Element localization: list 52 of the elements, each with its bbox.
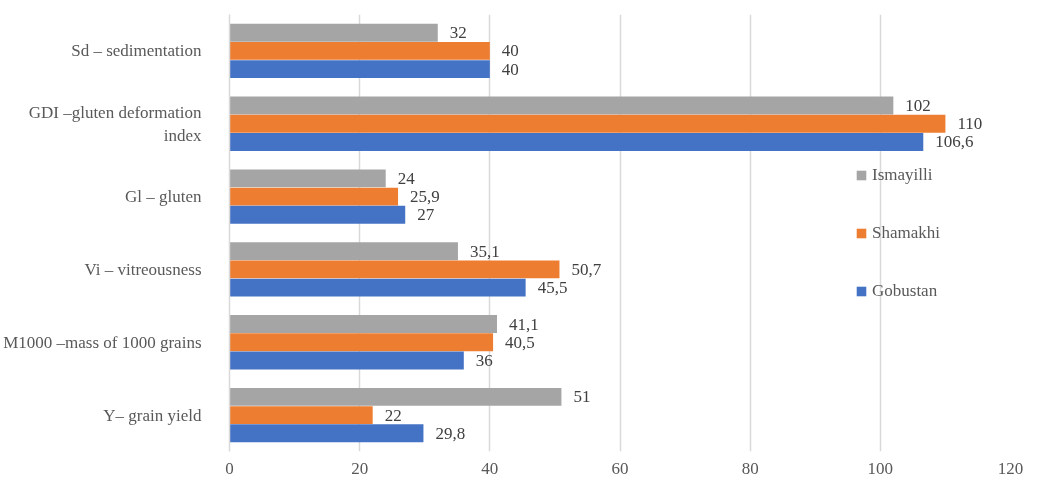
bar xyxy=(229,278,526,297)
bar xyxy=(229,242,458,261)
y-tick-label: Gl – gluten xyxy=(125,187,202,207)
legend-label: Ismayilli xyxy=(872,164,933,185)
data-label: 41,1 xyxy=(508,314,539,334)
bar xyxy=(229,424,424,443)
bar xyxy=(229,187,399,206)
y-tick-label: GDI –gluten deformation index xyxy=(28,102,202,145)
bar xyxy=(229,169,386,188)
x-tick-label: 80 xyxy=(741,458,759,478)
bar xyxy=(229,406,373,425)
data-label: 45,5 xyxy=(537,278,568,298)
data-label: 29,8 xyxy=(435,423,466,443)
bar xyxy=(229,60,490,79)
data-label: 51 xyxy=(573,387,591,407)
data-label: 27 xyxy=(417,205,435,225)
data-label: 102 xyxy=(905,96,931,116)
x-tick-label: 60 xyxy=(611,458,629,478)
data-label: 40,5 xyxy=(505,332,535,352)
x-tick-label: 0 xyxy=(225,458,234,478)
y-tick-label: M1000 –mass of 1000 grains xyxy=(3,332,202,352)
bar xyxy=(229,114,946,133)
data-label: 22 xyxy=(384,405,402,425)
bar xyxy=(229,205,406,224)
data-label: 36 xyxy=(475,350,493,370)
bar xyxy=(229,23,438,42)
data-label: 106,6 xyxy=(935,132,974,152)
legend-label: Shamakhi xyxy=(872,222,940,243)
data-label: 32 xyxy=(449,23,467,43)
bar xyxy=(229,260,560,279)
bar xyxy=(229,41,490,60)
y-tick-label: Y– grain yield xyxy=(103,405,202,425)
bar xyxy=(229,315,497,333)
bar xyxy=(229,351,464,370)
data-label: 50,7 xyxy=(571,259,602,279)
x-tick-label: 100 xyxy=(867,458,894,478)
bar xyxy=(229,133,924,151)
x-tick-label: 20 xyxy=(351,458,369,478)
data-label: 24 xyxy=(397,168,416,188)
data-label: 110 xyxy=(957,114,983,134)
x-tick-label: 120 xyxy=(997,458,1024,478)
y-tick-label: Sd – sedimentation xyxy=(71,41,202,61)
x-tick-label: 40 xyxy=(481,458,499,478)
data-label: 40 xyxy=(501,41,519,61)
bar xyxy=(229,387,562,406)
legend-label: Gobustan xyxy=(872,280,938,301)
y-tick-label: Vi – vitreousness xyxy=(84,259,202,279)
data-label: 35,1 xyxy=(469,241,500,261)
bar xyxy=(229,96,894,115)
data-label: 25,9 xyxy=(410,187,440,207)
data-label: 40 xyxy=(501,59,519,79)
bar xyxy=(229,333,494,352)
